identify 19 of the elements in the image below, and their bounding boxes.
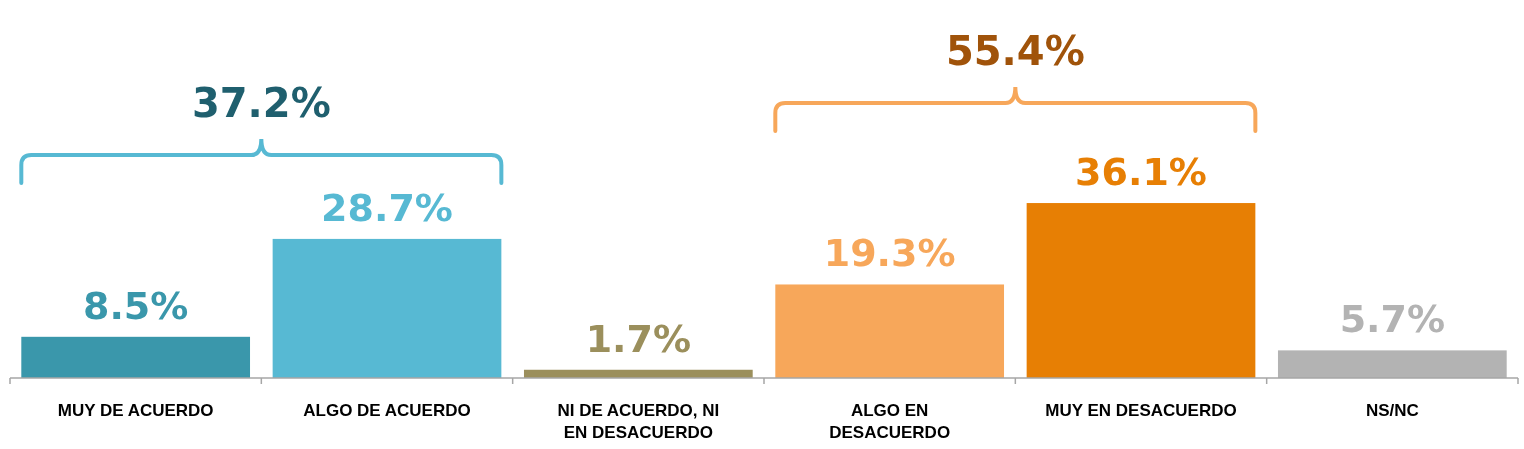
data-label: 1.7% — [585, 316, 692, 361]
bar — [272, 238, 502, 378]
bar — [21, 336, 251, 378]
x-tick-label: NI DE ACUERDO, NI EN DESACUERDO — [557, 401, 720, 442]
bar — [1026, 203, 1256, 378]
x-tick-label: ALGO DE ACUERDO — [303, 401, 471, 420]
data-label: 8.5% — [82, 283, 189, 328]
x-tick-label: MUY DE ACUERDO — [57, 401, 214, 420]
annotation: 37.2% — [191, 80, 331, 126]
data-label: 28.7% — [321, 185, 453, 230]
data-label: 36.1% — [1075, 150, 1207, 195]
data-label: 5.7% — [1339, 297, 1446, 342]
x-tick-label: ALGO EN DESACUERDO — [829, 401, 951, 442]
bar — [775, 284, 1005, 378]
x-tick-label: MUY EN DESACUERDO — [1045, 401, 1237, 420]
annotation: 55.4% — [945, 28, 1085, 74]
x-tick-label: NS/NC — [1365, 401, 1419, 420]
bar — [1277, 350, 1507, 378]
data-label: 19.3% — [823, 231, 956, 276]
